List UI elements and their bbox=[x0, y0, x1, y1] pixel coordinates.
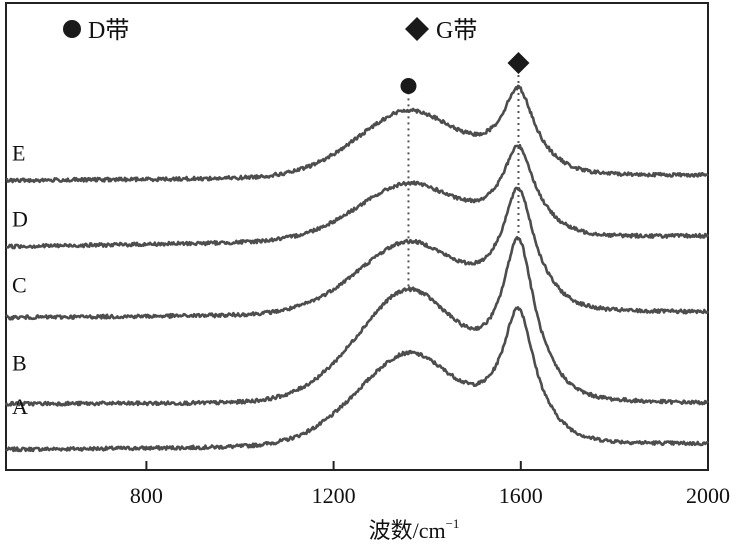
spectrum-curve-d bbox=[5, 143, 710, 250]
x-axis-title-superscript: −1 bbox=[446, 516, 460, 531]
curve-label-b: B bbox=[12, 351, 27, 376]
x-tick-label-1600: 1600 bbox=[499, 483, 543, 508]
spectrum-curve-a bbox=[5, 306, 710, 453]
legend-d-band-marker bbox=[63, 20, 81, 38]
x-tick-label-2000: 2000 bbox=[686, 483, 730, 508]
spectrum-curve-e bbox=[5, 84, 709, 184]
curve-label-d: D bbox=[12, 206, 28, 231]
x-axis-title: 波数/cm−1 bbox=[369, 516, 460, 543]
x-axis-ticks: 800 1200 1600 2000 bbox=[130, 461, 730, 508]
peak-markers bbox=[400, 52, 530, 94]
legend-g-band-label: G带 bbox=[436, 17, 477, 44]
x-tick-label-1200: 1200 bbox=[312, 483, 356, 508]
spectrum-curve-b bbox=[4, 235, 709, 407]
legend: D带 G带 bbox=[63, 17, 477, 44]
legend-d-band-label: D带 bbox=[88, 17, 129, 44]
curve-label-c: C bbox=[12, 272, 27, 297]
curve-label-e: E bbox=[12, 140, 25, 165]
legend-g-band-marker bbox=[405, 17, 429, 41]
g-band-peak-marker bbox=[507, 52, 530, 74]
plot-frame bbox=[5, 2, 709, 471]
x-tick-label-800: 800 bbox=[130, 483, 163, 508]
d-band-peak-marker bbox=[400, 78, 417, 94]
spectra-curves bbox=[4, 84, 710, 453]
reference-lines bbox=[407, 68, 520, 288]
curve-labels: AB C D E bbox=[12, 140, 28, 419]
curve-label-a: A bbox=[12, 394, 28, 419]
spectrum-curve-c bbox=[5, 186, 710, 321]
